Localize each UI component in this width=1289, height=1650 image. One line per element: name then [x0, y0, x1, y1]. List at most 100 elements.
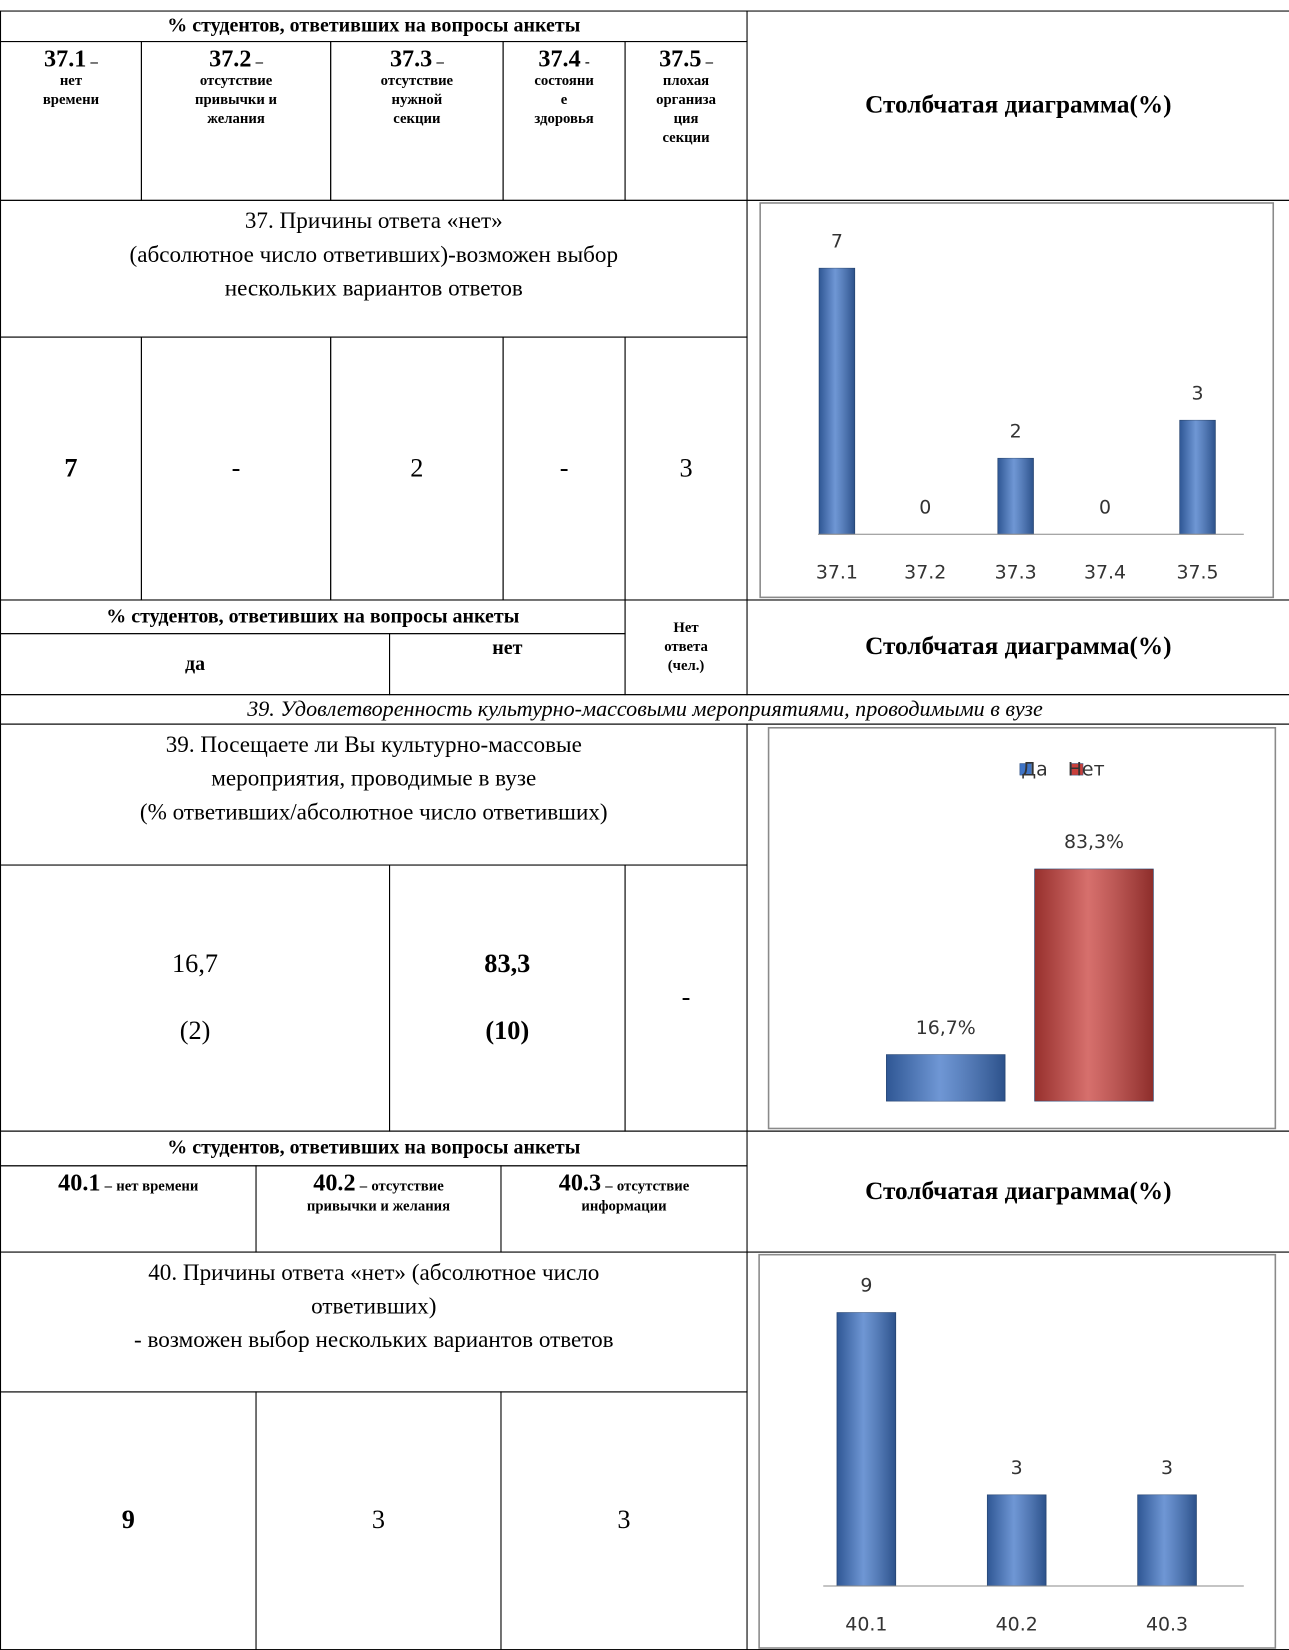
data-label: 2 [1010, 420, 1022, 442]
cell-text: нет [492, 637, 523, 660]
cell-text: плохая организа ция секции [656, 73, 716, 147]
table-cell: 39. Удовлетворенность культурно-массовым… [0, 694, 1289, 725]
data-label: 3 [1192, 382, 1204, 404]
cell-text: отсутствие привычки и желания [306, 1178, 451, 1215]
cell-text: 37. Причины ответа «нет» (абсолютное чис… [129, 207, 619, 301]
x-tick-label: 37.5 [1176, 562, 1218, 584]
cell-text: – [605, 1178, 613, 1195]
cell-text: % студентов, ответивших на вопросы анкет… [167, 1136, 581, 1159]
cell-line: 37.3 – [390, 45, 444, 72]
cell-text: отсутствие привычки и желания [195, 73, 278, 128]
cell-text: 37.1 [44, 45, 87, 72]
cell-text: - [559, 453, 569, 483]
cell-line: 37.1 – [44, 45, 98, 72]
cell-text: да [184, 652, 206, 675]
cell-text: – [436, 54, 444, 71]
cell-text: 37.4 [538, 45, 581, 72]
cell-text: (10) [485, 1016, 530, 1046]
cell-text: – [705, 54, 713, 71]
legend-swatch [1071, 763, 1084, 776]
bar-shine [1034, 868, 1154, 1102]
cell-text: 16,7 [172, 949, 219, 979]
cell-text: 39. Удовлетворенность культурно-массовым… [247, 696, 1043, 722]
table-cell: 40. Причины ответа «нет» (абсолютное чис… [0, 1251, 748, 1393]
table-cell: 83,3 (10) [389, 864, 626, 1132]
cell-line: 40.3 – отсутствие информации [559, 1169, 690, 1216]
cell-text: отсутствие информации [581, 1178, 690, 1215]
table-cell: 37.5 – плохая организа ция секции [624, 41, 748, 201]
cell-line: 37.5 – [659, 45, 713, 72]
x-tick-label: 37.3 [995, 562, 1037, 584]
table-cell: 37. Причины ответа «нет» (абсолютное чис… [0, 199, 748, 338]
cell-text: 37.2 [209, 45, 252, 72]
cell-text: Столбчатая диаграмма(%) [865, 633, 1172, 661]
table-cell: % студентов, ответивших на вопросы анкет… [0, 599, 626, 635]
cell-text: Столбчатая диаграмма(%) [865, 1177, 1172, 1205]
cell-text: 40.3 [558, 1169, 602, 1196]
table-cell: 37.4 - состояни е здоровья [502, 41, 626, 201]
legend-label: Нет [1068, 758, 1105, 780]
table-cell: 37.1 – нет времени [0, 41, 142, 201]
x-tick-label: 37.1 [816, 562, 858, 584]
cell-text: – [255, 54, 263, 71]
cell-text: 3 [371, 1506, 386, 1535]
cell-text: % студентов, ответивших на вопросы анкет… [106, 605, 520, 628]
bar-shine [1179, 420, 1216, 535]
data-label: 83,3% [1064, 831, 1124, 853]
cell-text: 3 [617, 1506, 631, 1535]
legend-swatch [1019, 763, 1032, 776]
table-cell: Столбчатая диаграмма(%) [746, 10, 1289, 201]
cell-text: отсутствие нужной секции [380, 73, 454, 128]
cell-text: 37.3 [389, 45, 433, 72]
bar-shine [997, 458, 1034, 535]
bar-shine [886, 1054, 1006, 1102]
cell-text: – [104, 1178, 113, 1195]
cell-line: 37.4 - [538, 45, 589, 72]
cell-text: 2 [410, 453, 424, 483]
bar-shine [987, 1494, 1047, 1586]
cell-text: (2) [179, 1016, 211, 1046]
bar-shine [836, 1312, 896, 1586]
cell-text: Столбчатая диаграмма(%) [865, 91, 1172, 119]
cell-text: нет времени [116, 1178, 199, 1195]
cell-text: 37.5 [659, 45, 702, 72]
chart-frame [758, 1253, 1277, 1649]
cell-text: состояни е здоровья [534, 73, 594, 128]
x-tick-label: 40.1 [845, 1613, 887, 1635]
data-label: 3 [1011, 1457, 1023, 1479]
cell-text: – [90, 54, 98, 71]
x-tick-label: 37.4 [1084, 562, 1126, 584]
data-label: 3 [1161, 1457, 1173, 1479]
cell-text: - [681, 983, 691, 1012]
cell-text: - [231, 453, 241, 483]
cell-line: 37.2 – [209, 45, 263, 72]
cell-text: 9 [121, 1506, 135, 1535]
cell-text: 83,3 [484, 949, 531, 979]
data-label: 7 [831, 230, 843, 252]
data-label: 16,7% [916, 1017, 976, 1039]
bar-shine [1137, 1494, 1197, 1586]
table-cell: 39. Посещаете ли Вы культурно-массовые м… [0, 723, 748, 866]
bar-shine [819, 268, 855, 535]
cell-text: 3 [679, 453, 693, 483]
cell-text: 39. Посещаете ли Вы культурно-массовые м… [139, 730, 608, 825]
data-label: 0 [1099, 496, 1111, 518]
x-tick-label: 37.2 [904, 562, 946, 584]
cell-text: - [584, 54, 590, 71]
legend-label: Да [1021, 758, 1047, 780]
table-cell: 37.3 – отсутствие нужной секции [330, 41, 504, 201]
cell-text: % студентов, ответивших на вопросы анкет… [167, 14, 581, 37]
cell-text: Нет ответа (чел.) [664, 619, 708, 674]
cell-line: 40.2 – отсутствие привычки и желания [307, 1169, 450, 1216]
cell-text: 40. Причины ответа «нет» (абсолютное чис… [133, 1258, 614, 1353]
cell-text: 7 [64, 453, 78, 483]
x-tick-label: 40.2 [996, 1613, 1038, 1635]
cell-text: 40.2 [313, 1169, 356, 1196]
cell-line: 40.1 – нет времени [58, 1169, 198, 1196]
x-tick-label: 40.3 [1146, 1613, 1188, 1635]
data-label: 0 [919, 496, 931, 518]
cell-text: 40.1 [58, 1169, 101, 1196]
